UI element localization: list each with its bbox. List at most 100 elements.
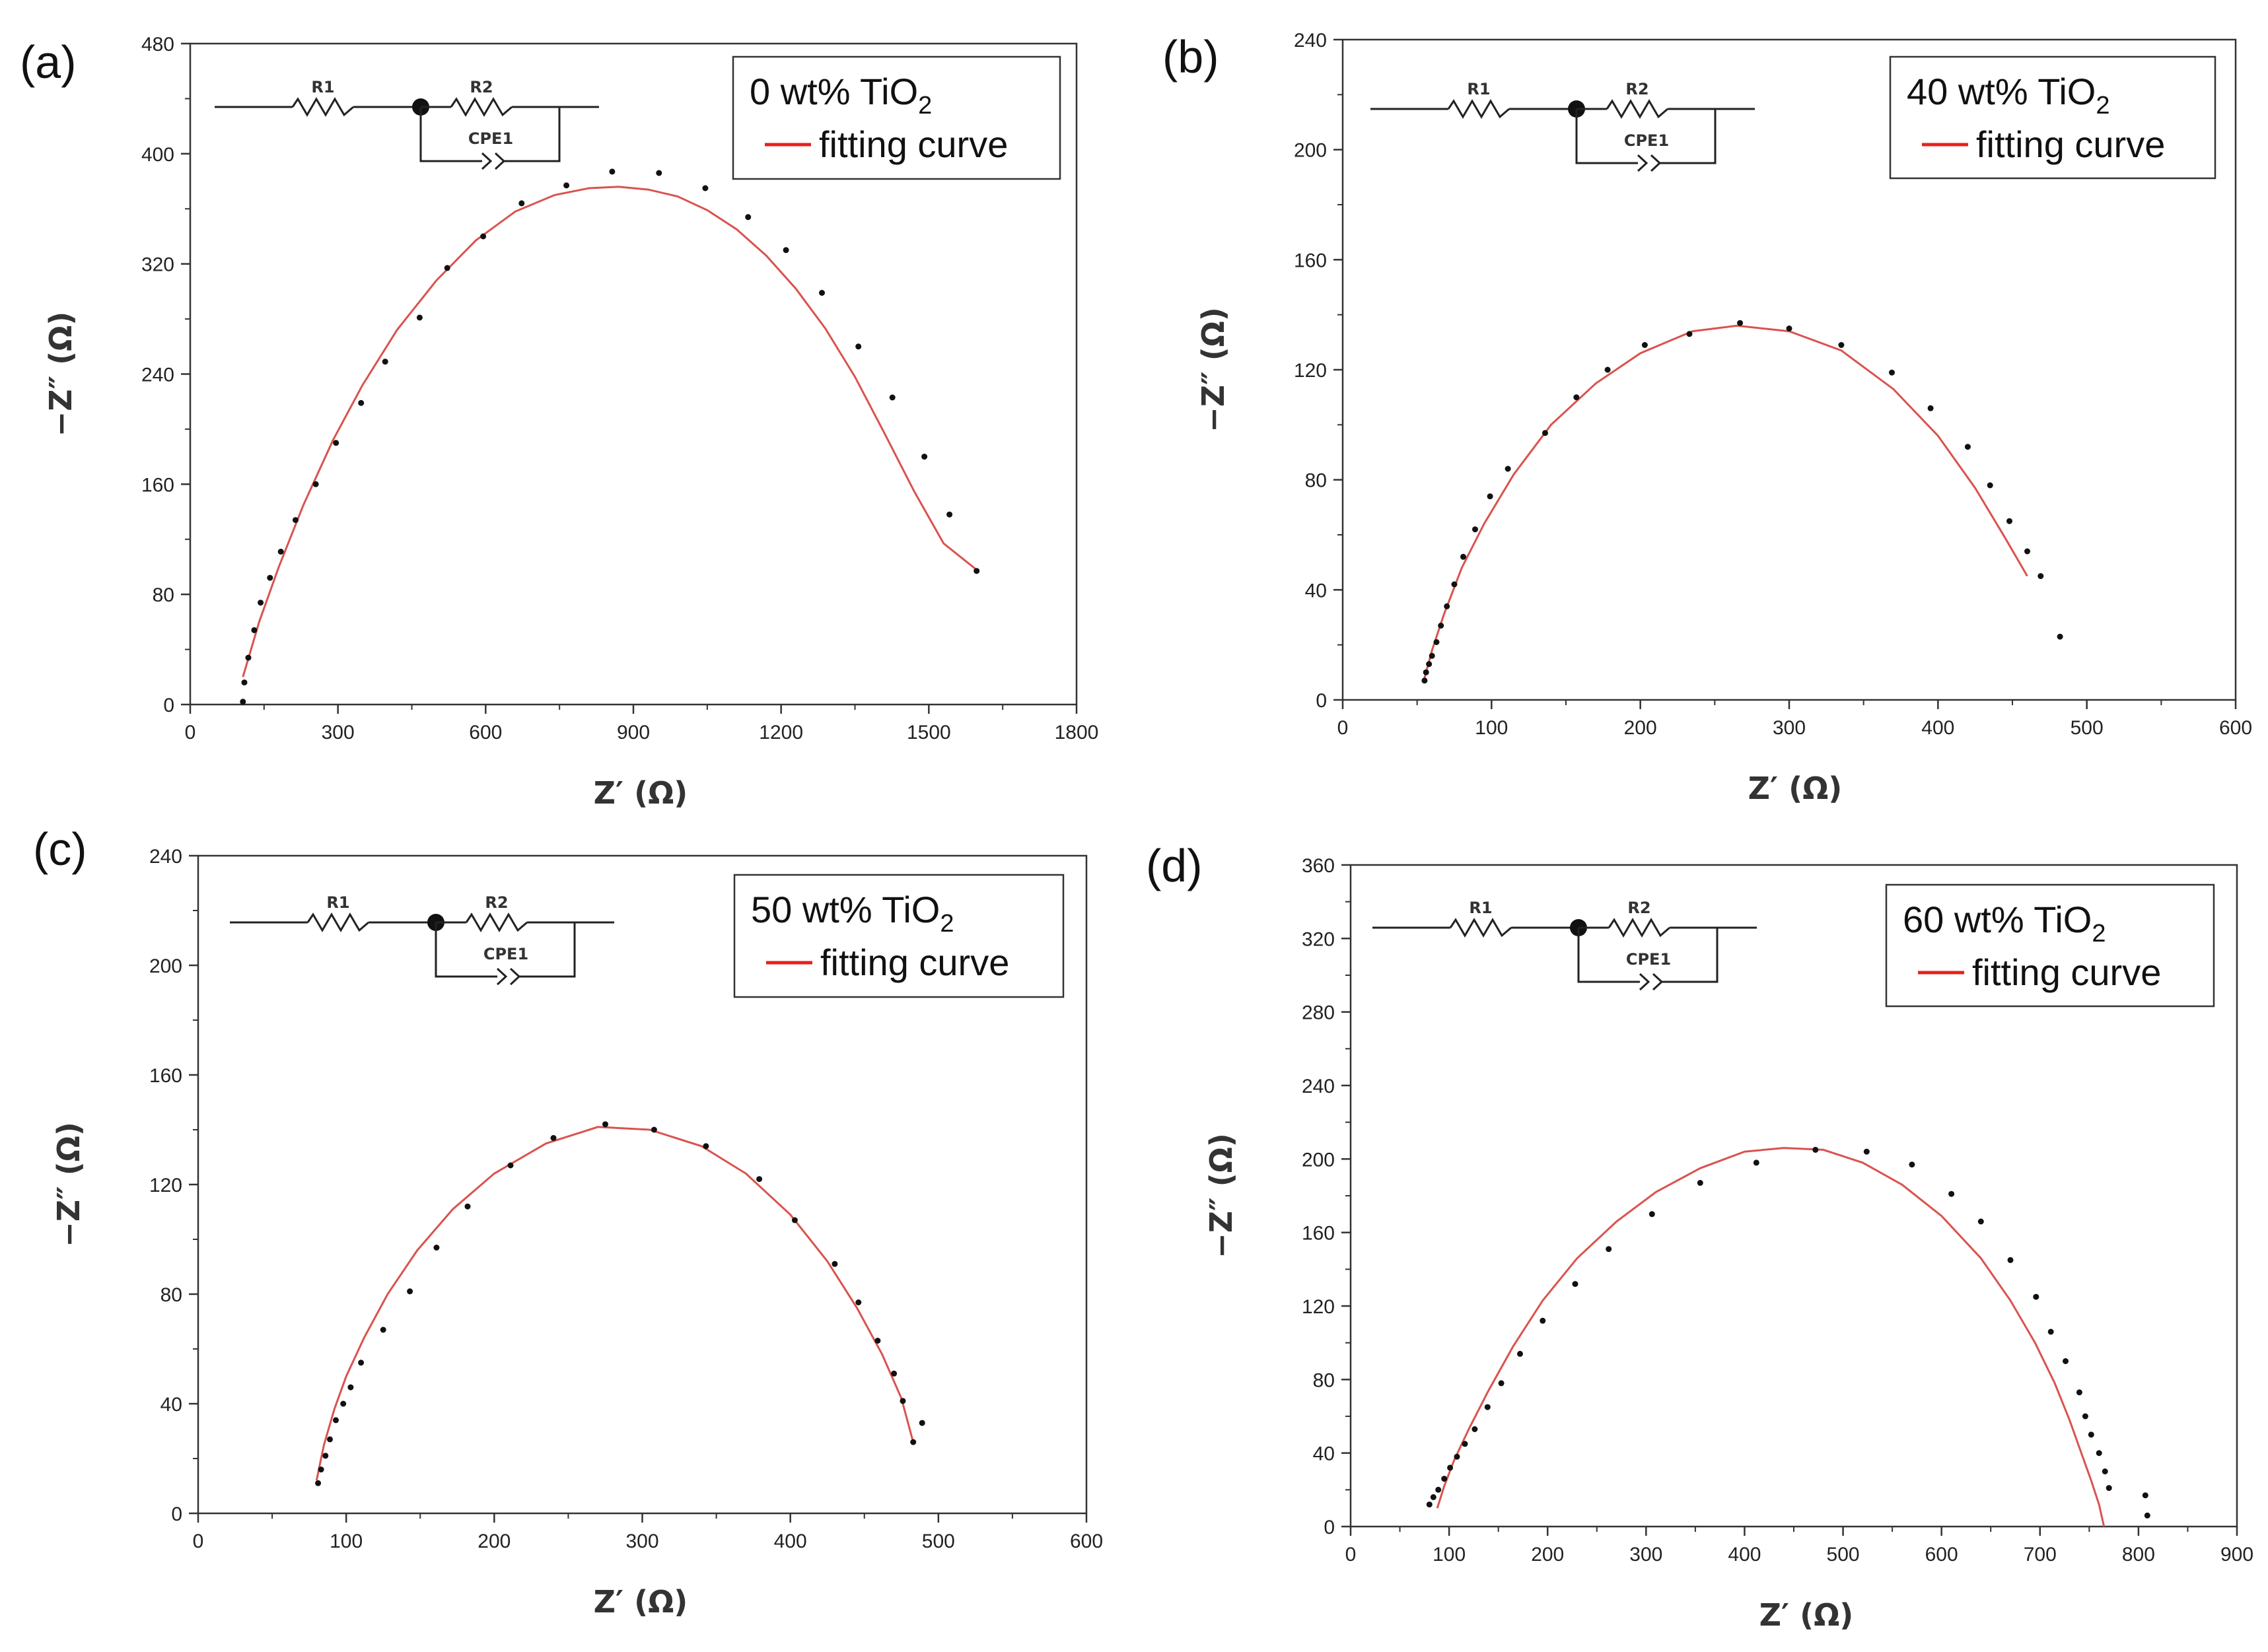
data-point (1987, 482, 1993, 489)
y-tick-label: 80 (1313, 1369, 1335, 1391)
y-tick-label: 240 (1294, 30, 1327, 52)
data-point (1430, 1494, 1436, 1500)
data-point (2144, 1512, 2150, 1519)
data-point (1423, 669, 1429, 675)
resistor-r1-symbol (1447, 99, 1510, 119)
x-tick-label: 600 (469, 722, 502, 743)
panel-label-c: (c) (33, 823, 87, 875)
data-point (2057, 633, 2063, 640)
data-point (703, 1143, 709, 1150)
data-point (1540, 1317, 1546, 1324)
data-point (2082, 1413, 2088, 1420)
legend-subscript: 2 (2096, 92, 2109, 120)
data-point (1604, 366, 1611, 373)
y-tick-label: 0 (163, 695, 174, 716)
legend-fit-label: fitting curve (1972, 951, 2161, 993)
data-point (1909, 1161, 1915, 1168)
circuit-wire (519, 922, 576, 978)
x-tick-label: 1800 (1055, 722, 1099, 743)
x-axis-title: Z′ (Ω) (1759, 1597, 1854, 1633)
x-axis-title: Z′ (Ω) (594, 775, 688, 811)
data-point (1505, 465, 1511, 472)
legend-fit-label: fitting curve (1976, 123, 2165, 165)
y-tick-label: 160 (1302, 1223, 1335, 1245)
x-tick-label: 100 (330, 1531, 363, 1552)
data-point (919, 1420, 925, 1426)
x-tick-label: 400 (1728, 1544, 1761, 1566)
data-point (1421, 677, 1428, 684)
y-tick-label: 240 (1302, 1076, 1335, 1097)
cpe-symbol (481, 152, 493, 170)
circuit-wire (504, 107, 561, 162)
circuit-diagram: R1 R2 CPE1 (215, 78, 599, 170)
panel-b: (b) 0 100 200 300 400 500 600 0 40 80 120 160 200 240… (1162, 30, 2252, 806)
fitting-curve-line (1436, 1147, 2106, 1527)
data-point (322, 1453, 329, 1459)
cpe-label: CPE1 (483, 945, 528, 963)
data-point (258, 600, 264, 606)
resistor-r1-symbol (306, 912, 369, 932)
x-tick-label: 0 (1337, 717, 1349, 739)
resistor-r2-symbol (1606, 99, 1668, 119)
x-tick-label: 400 (774, 1531, 807, 1552)
y-tick-label: 0 (1316, 690, 1327, 712)
data-point (1447, 1464, 1454, 1471)
data-point (1889, 369, 1895, 376)
data-point (1606, 1246, 1612, 1253)
data-point (855, 1299, 862, 1305)
r1-label: R1 (311, 78, 334, 96)
y-tick-label: 280 (1302, 1002, 1335, 1024)
x-tick-label: 400 (1921, 717, 1954, 739)
x-tick-label: 300 (625, 1531, 658, 1552)
data-point (609, 168, 616, 175)
fitting-curve-line (1423, 324, 2028, 679)
legend-box (1889, 55, 2216, 180)
data-point (783, 247, 789, 254)
data-point (745, 214, 752, 221)
y-tick-label: 80 (160, 1284, 182, 1306)
x-tick-label: 700 (2024, 1544, 2057, 1566)
fitting-curve-line (315, 1126, 915, 1481)
r1-label: R1 (1469, 899, 1492, 917)
legend-box (733, 874, 1065, 998)
data-point (251, 627, 258, 633)
data-point (1572, 1281, 1578, 1288)
data-point (382, 359, 388, 365)
data-point (2038, 573, 2044, 579)
data-point (1498, 1380, 1505, 1387)
panel-label-a: (a) (20, 36, 77, 88)
y-axis-title: −Z″ (Ω) (1195, 307, 1231, 432)
data-point (1737, 320, 1744, 326)
data-point (1686, 331, 1693, 337)
cpe-label: CPE1 (1624, 131, 1669, 150)
data-point (1426, 1501, 1433, 1508)
y-tick-label: 360 (1302, 855, 1335, 877)
x-tick-label: 300 (1773, 717, 1806, 739)
y-tick-label: 160 (1294, 250, 1327, 271)
x-tick-label: 1500 (907, 722, 951, 743)
circuit-wire (435, 922, 497, 978)
legend-box (732, 55, 1061, 180)
data-point (1542, 430, 1548, 436)
circuit-diagram: R1 R2 CPE1 (230, 893, 614, 986)
data-point (318, 1466, 324, 1473)
data-point (702, 185, 709, 191)
x-tick-label: 600 (2219, 717, 2252, 739)
data-point (2033, 1293, 2039, 1300)
x-tick-label: 500 (922, 1531, 955, 1552)
data-point (2006, 518, 2012, 524)
x-tick-label: 900 (617, 722, 650, 743)
data-point (347, 1384, 354, 1391)
x-axis-title: Z′ (Ω) (594, 1584, 688, 1620)
data-point (1487, 493, 1493, 500)
cpe-symbol (1639, 973, 1650, 991)
data-point (1838, 342, 1845, 348)
cpe-symbol (496, 967, 508, 986)
panel-d: (d) 0 100 200 300 400 500 600 700 800 900 0 40 80 120… (1146, 840, 2253, 1633)
data-point (550, 1135, 557, 1141)
data-point (819, 290, 825, 296)
data-point (407, 1288, 413, 1295)
y-tick-label: 80 (1305, 470, 1327, 492)
legend-subscript: 2 (918, 92, 932, 120)
